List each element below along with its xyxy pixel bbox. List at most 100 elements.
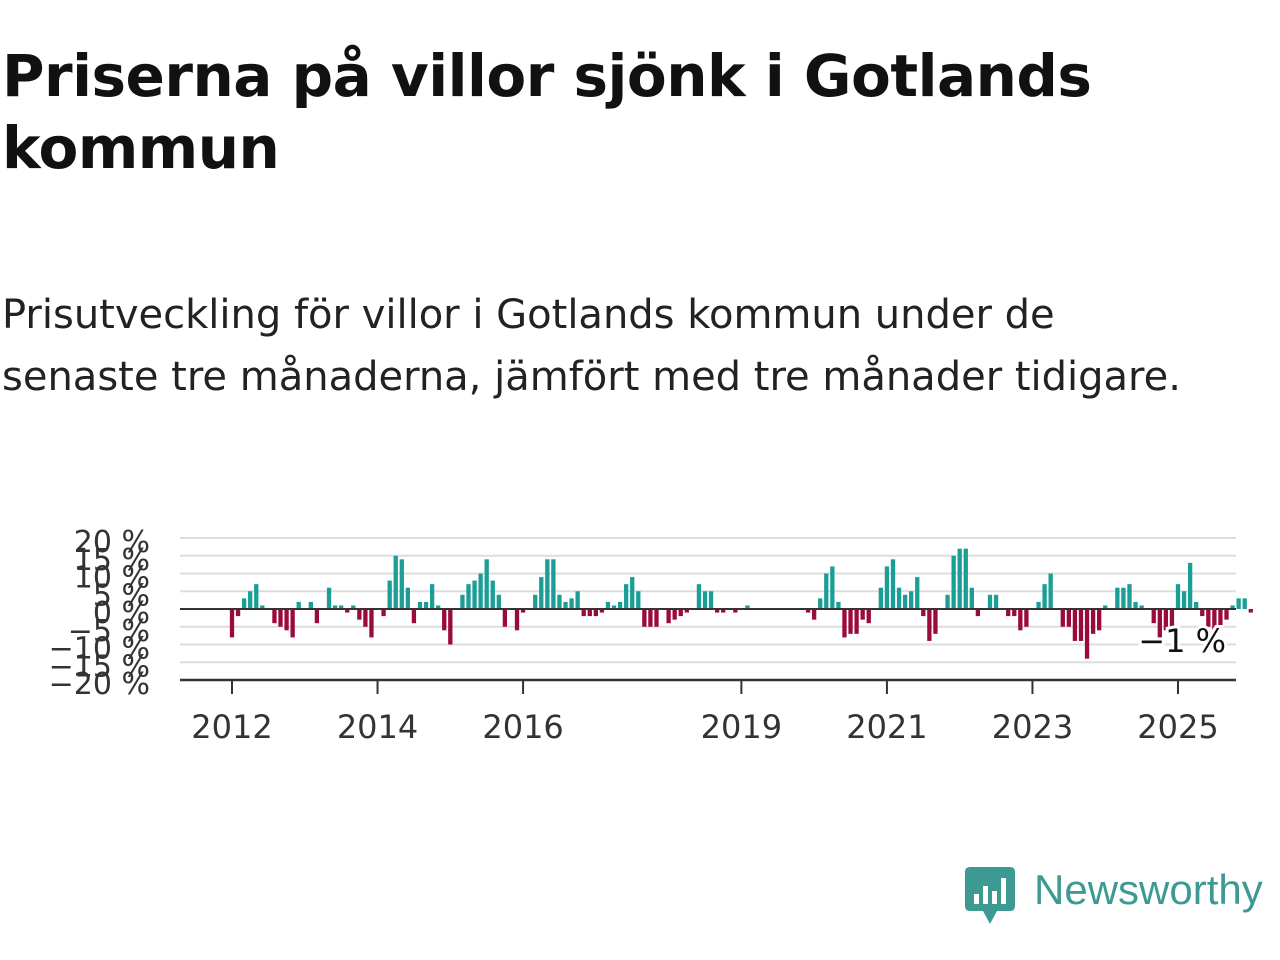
bar [824, 573, 829, 609]
bar [326, 587, 332, 609]
bar [1206, 609, 1211, 627]
y-tick-label: 0 % [93, 596, 150, 631]
bar [721, 609, 726, 613]
bar [1042, 584, 1047, 609]
bar [339, 605, 344, 609]
bar [411, 609, 417, 624]
bar [1127, 584, 1132, 609]
bar [357, 609, 362, 620]
bar [551, 559, 556, 609]
bar [442, 609, 447, 631]
bar [1157, 609, 1162, 638]
y-tick-label: 15 % [74, 543, 150, 578]
x-tick-label: 2025 [1137, 708, 1218, 746]
bar [381, 609, 386, 617]
bar [945, 594, 950, 609]
bar [496, 594, 501, 609]
bar [593, 609, 598, 617]
bar [1139, 605, 1144, 609]
bar [830, 566, 835, 609]
bar [393, 555, 398, 609]
bar [902, 594, 908, 609]
bar [351, 605, 356, 609]
bar [1194, 601, 1199, 609]
bar [1242, 598, 1247, 609]
y-tick-label: 10 % [74, 561, 150, 596]
bar [630, 577, 635, 609]
x-tick-label: 2021 [846, 708, 927, 746]
bar [533, 594, 538, 609]
y-tick-label: −10 % [49, 632, 150, 667]
bar [1090, 609, 1096, 634]
newsworthy-wordmark: Newsworthy [1034, 866, 1263, 913]
bar [890, 559, 896, 609]
bar [1224, 609, 1229, 620]
bar [599, 609, 605, 613]
bar [1121, 587, 1126, 609]
bar [478, 573, 483, 609]
y-tick-label: 5 % [93, 578, 150, 613]
bar [909, 591, 914, 609]
bar [284, 609, 289, 631]
bar [363, 609, 368, 627]
bar [836, 601, 841, 609]
bar [235, 609, 241, 617]
bar [423, 601, 429, 609]
bar [484, 559, 489, 609]
x-tick-label: 2023 [992, 708, 1073, 746]
bar [987, 594, 993, 609]
y-axis-tick-labels: 20 %15 %10 %5 %0 %−5 %−10 %−15 %−20 % [49, 525, 150, 702]
bar [545, 559, 550, 609]
bar [308, 601, 313, 609]
bar [611, 605, 617, 609]
bar [963, 548, 968, 609]
bar [1181, 591, 1187, 609]
bar [260, 605, 265, 609]
bar [884, 566, 890, 609]
newsworthy-logo: Newsworthy [964, 864, 1276, 930]
bar [666, 609, 671, 624]
x-tick-label: 2014 [337, 708, 418, 746]
bar [575, 591, 580, 609]
bar [1218, 609, 1223, 627]
bar [714, 609, 720, 613]
x-tick-label: 2012 [191, 708, 272, 746]
bar [466, 584, 471, 609]
x-tick-label: 2016 [482, 708, 563, 746]
bar [812, 609, 817, 620]
bar [1097, 609, 1102, 631]
grid-lines [180, 537, 1236, 681]
bar [733, 609, 738, 613]
bar [1115, 587, 1120, 609]
bar [332, 605, 338, 609]
bar [642, 609, 647, 627]
bar [1230, 605, 1235, 609]
bar [969, 587, 974, 609]
bar [636, 591, 641, 609]
bar [915, 577, 920, 609]
bar [878, 587, 884, 609]
bar [1048, 573, 1053, 609]
bar [818, 598, 823, 609]
bar [745, 605, 750, 609]
bar [472, 580, 477, 609]
bar [648, 609, 653, 627]
bar [702, 591, 708, 609]
bar [654, 609, 659, 627]
bar [1006, 609, 1011, 617]
bar [1078, 609, 1084, 641]
bar [272, 609, 277, 624]
bar [387, 580, 392, 609]
bar [405, 587, 411, 609]
bar [581, 609, 586, 617]
bar [296, 601, 301, 609]
bar [278, 609, 283, 627]
bar [696, 584, 702, 609]
bar [502, 609, 508, 627]
bar [1018, 609, 1023, 631]
bar [490, 580, 495, 609]
bar [436, 605, 441, 609]
bar [842, 609, 847, 638]
bar [1103, 605, 1108, 609]
bar [248, 591, 253, 609]
